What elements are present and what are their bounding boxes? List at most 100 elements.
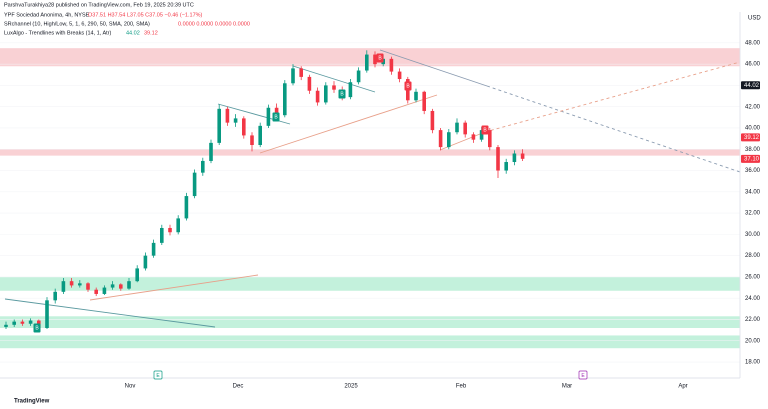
indicator: SRchannel (10, High/Low, 5, 1, 6, 290, 5… — [4, 21, 150, 27]
x-tick-label: Apr — [678, 384, 687, 390]
candle-body — [447, 132, 451, 148]
candle-body — [151, 242, 156, 256]
candle-body — [496, 147, 500, 171]
candle-body — [356, 70, 361, 83]
break-label: B — [35, 325, 39, 331]
indicator-value: 39.12 — [144, 30, 158, 36]
candle-body — [192, 172, 197, 197]
candle-body — [119, 284, 123, 289]
candle-body — [479, 130, 484, 140]
candle-body — [389, 58, 394, 72]
candle-body — [28, 320, 33, 324]
candle-body — [209, 142, 213, 161]
trendlines — [0, 12, 741, 379]
break-label: B — [340, 91, 344, 97]
candle-body — [283, 83, 287, 116]
trendline — [379, 49, 488, 87]
candle-body — [176, 218, 180, 233]
candle-body — [233, 118, 238, 123]
event-marker-label: E — [156, 373, 160, 379]
candle-body — [86, 283, 90, 290]
candle-body — [102, 287, 107, 294]
candle-body — [110, 284, 115, 288]
break-marker — [33, 323, 41, 333]
sr-zone — [0, 276, 740, 291]
candle-body — [61, 281, 66, 292]
y-tick-label: 38.00 — [745, 147, 761, 153]
y-tick-label: 18.00 — [745, 360, 761, 366]
candle-body — [242, 118, 246, 136]
candle-body — [45, 300, 49, 328]
candle-body — [504, 162, 508, 171]
candle-body — [332, 85, 336, 90]
price-tag — [741, 154, 760, 163]
x-tick-label: Nov — [125, 384, 136, 390]
y-tick-label: 26.00 — [745, 275, 761, 281]
candle-body — [307, 76, 312, 91]
candle-body — [53, 291, 57, 301]
candle-body — [69, 281, 74, 286]
candle-body — [168, 227, 172, 233]
price-tag — [741, 81, 760, 90]
price-tag-label: 37.10 — [744, 156, 760, 162]
break-label: B — [378, 55, 382, 61]
ohlc: O37.51 H37.54 L37.05 C37.05 −0.46 (−1.17… — [88, 12, 203, 18]
trendline — [4, 298, 216, 328]
candle-body — [291, 68, 295, 84]
candle-body — [299, 68, 303, 77]
y-tick-label: 48.00 — [745, 40, 761, 46]
candle-body — [201, 160, 205, 173]
candle-body — [414, 91, 418, 101]
break-marker — [376, 53, 384, 63]
candle-body — [217, 108, 221, 143]
break-label: B — [406, 83, 410, 89]
y-tick-label: 22.00 — [745, 317, 761, 323]
candle-body — [315, 90, 320, 103]
indicator-values: 0.0000 0.0000 0.0000 0.0000 — [178, 21, 250, 27]
candle-body — [250, 135, 254, 145]
y-tick-label: 20.00 — [745, 338, 761, 344]
trendline-extension — [486, 85, 741, 173]
trendline-extension — [484, 61, 741, 133]
trendline — [89, 274, 259, 301]
candle-body — [463, 122, 467, 135]
candle-body — [324, 85, 328, 103]
attribution: ParshvaTurakhiya28 published on TradingV… — [4, 2, 194, 8]
symbol: YPF Sociedad Anonima, 4h, NYSE — [4, 12, 90, 18]
indicator-value: 44.02 — [126, 30, 140, 36]
currency: USD — [748, 16, 761, 22]
candle-body — [127, 281, 131, 289]
candle-body — [373, 54, 377, 65]
candle-body — [12, 321, 16, 325]
event-marker-label: E — [581, 373, 585, 379]
break-marker — [404, 81, 412, 91]
candle-body — [430, 110, 435, 131]
x-tick-label: Mar — [562, 384, 572, 390]
break-marker — [481, 125, 489, 135]
break-marker — [272, 112, 280, 122]
sr-zone — [0, 335, 740, 349]
candle-body — [438, 130, 443, 148]
candle-body — [266, 107, 271, 126]
candle-body — [488, 130, 492, 148]
break-label: B — [274, 114, 278, 120]
x-tick-label: 2025 — [344, 384, 358, 390]
candle-body — [20, 321, 25, 324]
labels: 18.00 20.00 22.00 24.00 26.00 28.00 30.00 32.00… — [33, 40, 761, 390]
x-tick-label: Feb — [456, 384, 467, 390]
candle-body — [258, 125, 262, 145]
x-tick-label: Dec — [233, 384, 244, 390]
sr-zone — [0, 316, 740, 328]
event-marker — [153, 370, 163, 380]
event-marker — [578, 370, 588, 380]
grid — [0, 42, 740, 363]
break-label: B — [483, 127, 487, 133]
candle-body — [397, 71, 402, 80]
candle-body — [348, 82, 353, 98]
price-tag — [741, 133, 760, 142]
y-tick-label: 32.00 — [745, 211, 761, 217]
candle-body — [78, 283, 82, 286]
candle-body — [422, 91, 426, 111]
